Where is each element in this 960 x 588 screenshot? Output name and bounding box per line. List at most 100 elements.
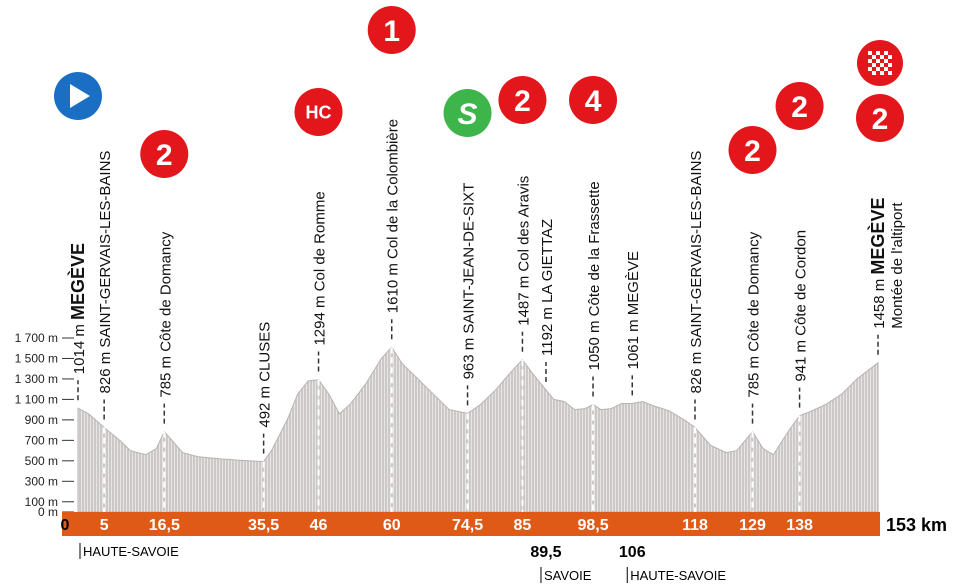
place-label: 1014 m MEGÈVE [67, 243, 88, 401]
y-tick-label: 1 300 m [15, 372, 58, 386]
finish-check [872, 63, 876, 67]
distance-total-label: 153 km [886, 515, 947, 535]
badge-text: 2 [156, 139, 173, 172]
start-icon [54, 72, 102, 120]
badge-circle [498, 76, 547, 124]
y-tick-label: 0 m [38, 505, 58, 519]
km-below-label: 106 [619, 544, 646, 561]
sprint-badge: S [443, 89, 492, 137]
finish-check [888, 71, 892, 75]
y-tick-label: 1 500 m [15, 351, 58, 365]
y-tick-label: 1 700 m [15, 331, 58, 345]
place-name: 1610 m Col de la Colombière [385, 119, 402, 313]
finish-check [880, 63, 884, 67]
km-label: 60 [383, 517, 401, 534]
km-label: 74,5 [452, 517, 483, 534]
finish-check [876, 67, 880, 71]
km-label: 118 [682, 517, 708, 534]
region-label: HAUTE-SAVOIE [630, 568, 726, 583]
finish-check [872, 55, 876, 59]
finish-check [888, 63, 892, 67]
climb-category-badge: 1 [367, 6, 416, 54]
finish-check [868, 51, 872, 55]
badge-circle [294, 88, 343, 136]
place-name: 963 m SAINT-JEAN-DE-SIXT [461, 183, 478, 380]
badge-text: 1 [383, 15, 400, 48]
finish-flag-icon [857, 40, 903, 86]
place-label: 941 m Côte de Cordon [793, 230, 810, 408]
distance-band [62, 512, 880, 536]
place-name: 1294 m Col de Romme [312, 191, 329, 345]
climb-category-badge: 4 [569, 76, 618, 124]
finish-check [868, 59, 872, 63]
badge-text: 2 [744, 135, 761, 168]
place-name: 1458 m MEGÈVE [867, 198, 888, 329]
finish-check [884, 51, 888, 55]
badge-circle [775, 82, 824, 130]
km-label: 5 [100, 517, 109, 534]
badge-circle [140, 130, 189, 178]
place-name: 1014 m MEGÈVE [67, 243, 88, 374]
place-name: 826 m SAINT-GERVAIS-LES-BAINS [97, 151, 114, 394]
badge-circle [569, 76, 618, 124]
place-name: 941 m Côte de Cordon [793, 230, 810, 382]
km-label: 98,5 [577, 517, 608, 534]
elevation-profile-area [77, 346, 879, 513]
place-label: 1294 m Col de Romme [312, 191, 329, 372]
climb-category-badge: HC [294, 88, 343, 136]
place-label: 963 m SAINT-JEAN-DE-SIXT [461, 183, 478, 406]
place-label: 1458 m MEGÈVE Montée de l'altiport [867, 198, 906, 355]
y-tick-label: 300 m [25, 474, 58, 488]
place-label: 785 m Côte de Domancy [157, 231, 174, 424]
km-below-label: 89,5 [530, 544, 561, 561]
finish-check [876, 51, 880, 55]
finish-check [884, 59, 888, 63]
place-name: 1487 m Col des Aravis [515, 176, 532, 326]
finish-check [888, 55, 892, 59]
km-label: 16,5 [149, 517, 180, 534]
place-name: 1061 m MEGÈVE [625, 251, 642, 369]
finish-check [880, 71, 884, 75]
badge-text: 4 [585, 85, 602, 118]
place-label: 1487 m Col des Aravis [515, 176, 532, 352]
y-tick-label: 900 m [25, 413, 58, 427]
km-label: 0 [61, 517, 70, 534]
km-label: 35,5 [248, 517, 279, 534]
place-label: 1061 m MEGÈVE [625, 251, 642, 396]
finish-check [880, 55, 884, 59]
place-label: 492 m CLUSES [257, 322, 274, 454]
climb-category-badge: 2 [775, 82, 824, 130]
finish-check [872, 71, 876, 75]
climb-category-badge: 2 [140, 130, 189, 178]
badge-text: S [458, 98, 478, 131]
y-tick-label: 100 m [25, 495, 58, 509]
climb-category-badge: 2 [728, 126, 777, 174]
climb-category-badge: 2 [856, 94, 904, 142]
place-name: 1192 m LA GIETTAZ [539, 219, 556, 356]
badge-text: 2 [791, 91, 808, 124]
y-tick-label: 700 m [25, 433, 58, 447]
badge-text: HC [306, 102, 332, 122]
badge-text: 2 [514, 85, 531, 118]
km-label: 138 [786, 517, 813, 534]
finish-check [884, 67, 888, 71]
km-label: 46 [310, 517, 328, 534]
start-arrow [70, 84, 90, 108]
badge-circle [443, 89, 492, 137]
region-label: HAUTE-SAVOIE [83, 544, 179, 559]
place-name: 1050 m Côte de la Frassette [586, 181, 603, 370]
place-label: 1610 m Col de la Colombière [385, 119, 402, 340]
place-name: 785 m Côte de Domancy [746, 231, 763, 397]
place-label: 826 m SAINT-GERVAIS-LES-BAINS [688, 151, 705, 420]
finish-check [868, 67, 872, 71]
badge-circle [856, 94, 904, 142]
badge-circle [728, 126, 777, 174]
place-label: 1050 m Côte de la Frassette [586, 181, 603, 397]
finish-check [876, 59, 880, 63]
km-label: 129 [739, 517, 766, 534]
place-label: 1192 m LA GIETTAZ [539, 219, 556, 382]
climb-category-badge: 2 [498, 76, 547, 124]
region-label: SAVOIE [544, 568, 592, 583]
place-name: 492 m CLUSES [257, 322, 274, 428]
